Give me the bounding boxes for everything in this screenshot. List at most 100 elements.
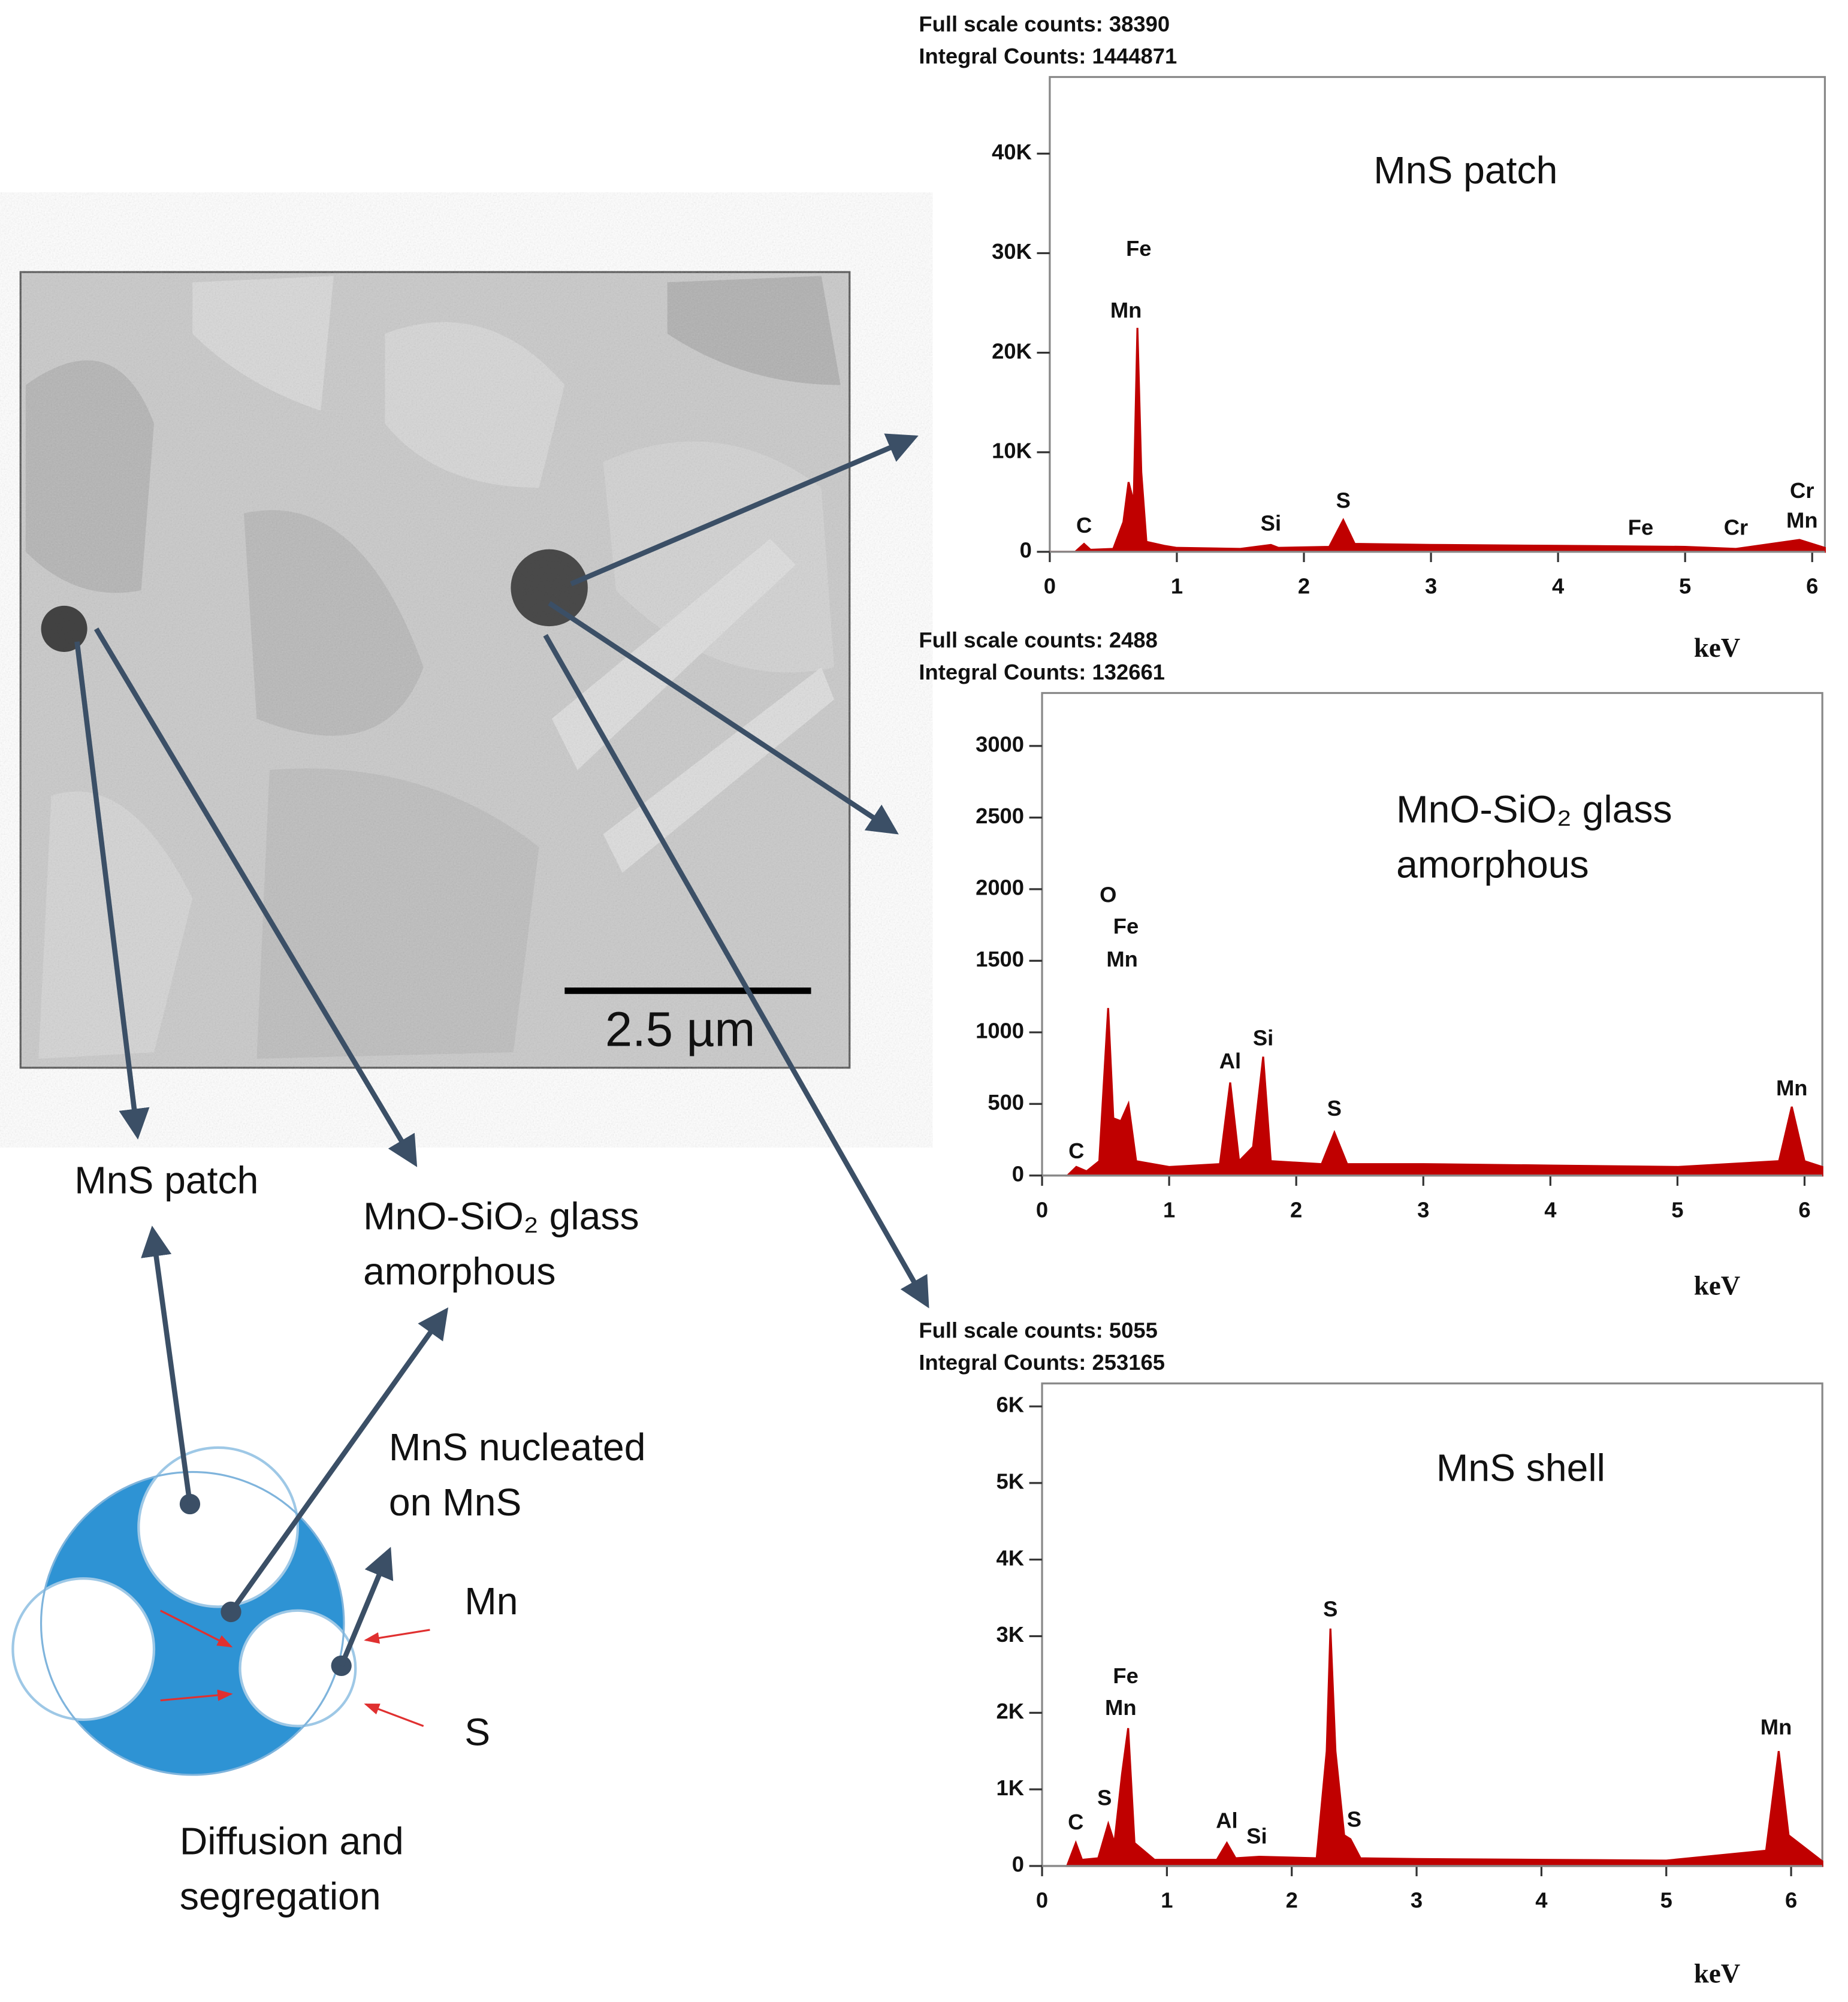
header-text: Integral Counts: 253165	[919, 1350, 1165, 1375]
spectrum-area	[1065, 1008, 1823, 1177]
header-text: Integral Counts: 1444871	[919, 44, 1177, 68]
x-tick-label: 2	[1298, 573, 1310, 598]
spectrum-area	[1065, 1628, 1823, 1867]
spectrum-area	[1049, 328, 1826, 553]
plot-frame	[1049, 76, 1826, 553]
chart-title: MnS shell	[1436, 1446, 1605, 1489]
y-tick-label: 0	[1012, 1161, 1024, 1186]
x-axis-label: keV	[1694, 633, 1740, 663]
peak-label: C	[1076, 513, 1092, 538]
schematic	[11, 1446, 430, 1776]
plot-frame	[1041, 1382, 1823, 1867]
y-tick-label: 500	[988, 1090, 1024, 1115]
x-tick-label: 4	[1552, 573, 1565, 598]
peak-label: Cr	[1724, 515, 1748, 539]
label: MnS patch	[74, 1159, 258, 1202]
y-tick-label: 10K	[992, 438, 1032, 463]
peak-label: Si	[1261, 511, 1281, 536]
x-tick-label: 5	[1660, 1888, 1672, 1913]
label: on MnS	[389, 1481, 521, 1524]
chart-title: amorphous	[1396, 843, 1589, 886]
peak-label: S	[1347, 1807, 1361, 1832]
x-tick-label: 4	[1544, 1197, 1557, 1222]
x-tick-label: 6	[1806, 573, 1818, 598]
peak-label: Fe	[1113, 914, 1139, 938]
chart-title: MnS patch	[1373, 149, 1557, 192]
y-tick-label: 5K	[997, 1469, 1025, 1493]
chart-title: MnO-SiO₂ glass	[1396, 788, 1672, 831]
peak-label: C	[1068, 1139, 1084, 1163]
x-tick-label: 0	[1044, 573, 1056, 598]
y-tick-label: 2000	[976, 875, 1024, 899]
x-tick-label: 4	[1535, 1888, 1548, 1913]
peak-label: Mn	[1761, 1714, 1792, 1739]
peak-label: Mn	[1110, 298, 1142, 322]
peak-label: S	[1323, 1596, 1337, 1621]
peak-label: S	[1327, 1096, 1342, 1121]
x-tick-label: 1	[1163, 1197, 1175, 1222]
peak-label: Fe	[1126, 236, 1151, 261]
y-tick-label: 30K	[992, 239, 1032, 264]
peak-label: Si	[1246, 1823, 1267, 1848]
peak-label: Mn	[1776, 1076, 1808, 1100]
peak-label: Al	[1216, 1808, 1237, 1833]
peak-label: Si	[1253, 1026, 1273, 1050]
x-tick-label: 6	[1798, 1197, 1810, 1222]
y-tick-label: 1500	[976, 947, 1024, 971]
header-text: Full scale counts: 38390	[919, 11, 1170, 36]
y-tick-label: 20K	[992, 339, 1032, 363]
label: MnS nucleated	[389, 1426, 646, 1469]
x-tick-label: 5	[1679, 573, 1691, 598]
y-tick-label: 0	[1020, 538, 1032, 563]
x-tick-label: 6	[1785, 1888, 1797, 1913]
label: S	[464, 1711, 490, 1754]
plot-frame	[1041, 692, 1823, 1177]
label: MnO-SiO₂ glass	[363, 1195, 639, 1238]
y-tick-label: 40K	[992, 140, 1032, 164]
peak-label: C	[1068, 1810, 1083, 1834]
arrows	[74, 433, 929, 1667]
peak-label: S	[1336, 488, 1351, 512]
x-tick-label: 1	[1161, 1888, 1173, 1913]
x-tick-label: 3	[1411, 1888, 1423, 1913]
peak-label: S	[1097, 1785, 1112, 1810]
y-tick-label: 3000	[976, 732, 1024, 757]
peak-label: Cr	[1790, 478, 1814, 503]
y-tick-label: 2K	[997, 1699, 1025, 1723]
sem-image: 2.5 µm	[19, 271, 851, 1069]
peak-label: Al	[1219, 1049, 1241, 1073]
y-tick-label: 6K	[997, 1393, 1025, 1417]
x-tick-label: 2	[1286, 1888, 1298, 1913]
y-tick-label: 1K	[997, 1775, 1025, 1800]
labels: MnS patch MnO-SiO₂ glass amorphous MnS n…	[74, 1159, 645, 1918]
header-text: Full scale counts: 5055	[919, 1318, 1157, 1343]
header-text: Full scale counts: 2488	[919, 627, 1157, 652]
x-tick-label: 0	[1036, 1197, 1048, 1222]
x-tick-label: 1	[1171, 573, 1183, 598]
label: segregation	[180, 1875, 381, 1918]
peak-label: O	[1100, 882, 1116, 907]
y-tick-label: 1000	[976, 1018, 1024, 1043]
scale-bar-label: 2.5 µm	[605, 1002, 755, 1057]
header-text: Integral Counts: 132661	[919, 660, 1165, 684]
x-tick-label: 5	[1671, 1197, 1683, 1222]
y-tick-label: 0	[1012, 1852, 1024, 1877]
x-tick-label: 0	[1036, 1888, 1048, 1913]
label: Diffusion and	[180, 1820, 404, 1863]
y-tick-label: 2500	[976, 804, 1024, 828]
y-tick-label: 4K	[997, 1545, 1025, 1570]
x-tick-label: 2	[1290, 1197, 1302, 1222]
peak-label: Mn	[1786, 508, 1818, 533]
y-tick-label: 3K	[997, 1622, 1025, 1647]
x-axis-label: keV	[1694, 1958, 1740, 1988]
x-tick-label: 3	[1417, 1197, 1429, 1222]
peak-label: Mn	[1105, 1695, 1137, 1720]
x-axis-label: keV	[1694, 1271, 1740, 1301]
label: Mn	[464, 1580, 518, 1623]
peak-label: Fe	[1113, 1663, 1138, 1688]
peak-label: Mn	[1106, 947, 1138, 971]
peak-label: Fe	[1628, 515, 1653, 539]
label: amorphous	[363, 1250, 555, 1293]
x-tick-label: 3	[1425, 573, 1437, 598]
